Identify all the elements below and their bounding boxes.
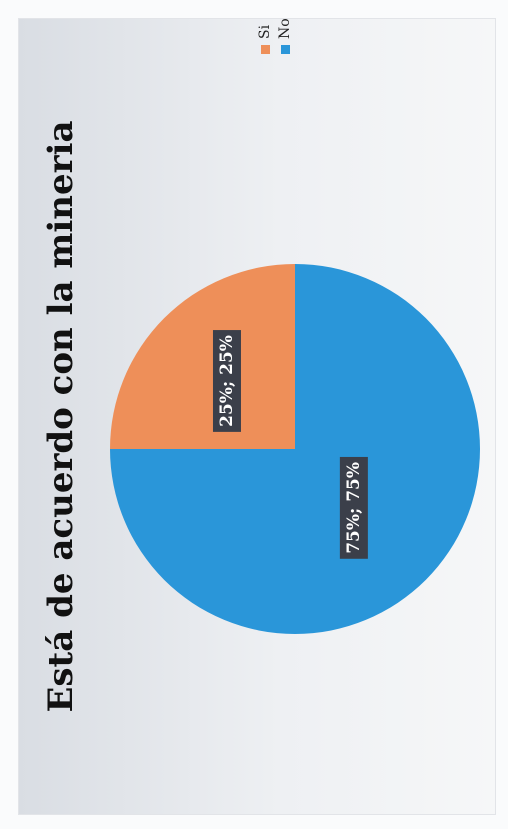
legend-swatch-no	[280, 45, 290, 54]
legend-swatch-si	[260, 45, 270, 54]
chart-legend: Si No	[257, 18, 297, 54]
data-label-box-no	[339, 456, 368, 559]
pie-chart: 25%; 25% 75%; 75%	[110, 264, 480, 634]
rotated-chart-area: Está de acuerdo con la mineria 25%; 25% 7…	[19, 18, 495, 814]
legend-item-si: Si	[257, 18, 273, 54]
legend-label-no: No	[277, 18, 293, 39]
data-label-text-si: 25%; 25%	[217, 335, 237, 427]
pie-slice-no	[110, 264, 480, 634]
legend-label-si: Si	[257, 24, 273, 39]
data-label-si: 25%; 25%	[212, 330, 241, 432]
pie-slice-si	[110, 264, 295, 449]
chart-panel: Está de acuerdo con la mineria 25%; 25% 7…	[18, 18, 496, 815]
data-label-text-no: 75%; 75%	[344, 462, 364, 554]
legend-item-no: No	[277, 18, 293, 54]
data-label-box-si	[212, 330, 241, 432]
data-label-no: 75%; 75%	[339, 456, 368, 559]
